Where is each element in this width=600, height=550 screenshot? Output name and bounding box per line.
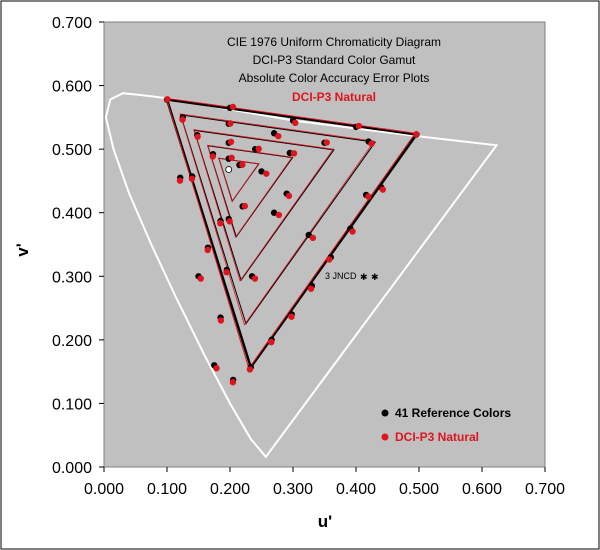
measured-point: [307, 285, 315, 292]
measured-point: [268, 338, 275, 346]
reference-gamut-ring: [193, 129, 335, 282]
x-tick-label: 0.600: [462, 481, 502, 498]
measured-gamut-outer: [165, 97, 417, 370]
x-tick-label: 0.000: [84, 481, 124, 498]
measured-point: [323, 139, 330, 146]
measured-point: [275, 132, 282, 140]
y-tick-label: 0.600: [52, 79, 92, 96]
jncd-marker-1-icon: ✱: [360, 272, 368, 282]
measured-gamut-ring: [193, 129, 334, 282]
measured-point: [368, 140, 375, 147]
measured-point: [288, 313, 295, 320]
measured-point: [209, 153, 216, 160]
measured-point: [239, 161, 246, 168]
y-axis-title: v': [13, 243, 32, 257]
measured-point: [251, 275, 259, 282]
chart-title-line-1: CIE 1976 Uniform Chromaticity Diagram: [227, 35, 441, 49]
measured-point: [229, 103, 237, 111]
y-tick-label: 0.100: [52, 396, 92, 413]
reference-point: [258, 168, 265, 175]
white-point: [225, 166, 233, 173]
measured-point: [365, 193, 372, 200]
measured-point: [290, 150, 298, 157]
measured-gamut-ring: [218, 157, 260, 203]
measured-point: [413, 131, 420, 138]
y-tick-label: 0.200: [52, 333, 92, 350]
gamut-lines: [165, 97, 419, 370]
measured-point: [204, 246, 211, 254]
measured-point: [349, 228, 356, 235]
measured-point: [255, 145, 262, 153]
y-tick-label: 0.300: [52, 269, 92, 286]
x-tick-label: 0.200: [210, 481, 250, 498]
legend-marker-reference: [381, 409, 389, 417]
measured-point: [355, 122, 363, 130]
measured-point: [226, 218, 233, 225]
y-tick-label: 0.700: [52, 15, 92, 32]
measured-point: [228, 154, 235, 161]
measured-point: [263, 170, 270, 177]
axis-ticks: 0.000 0.100 0.200 0.300 0.400 0.500 0.600 0.700…: [52, 15, 565, 498]
measured-point: [176, 177, 184, 184]
measured-point: [285, 192, 293, 200]
chart-title-line-2: DCI-P3 Standard Color Gamut: [253, 53, 416, 67]
reference-gamut-outer: [165, 98, 419, 370]
x-tick-label: 0.400: [336, 481, 376, 498]
measured-point: [188, 175, 196, 182]
legend-label-reference: 41 Reference Colors: [395, 406, 511, 420]
data-points: [163, 96, 420, 386]
measured-point: [275, 211, 283, 219]
plot-area: [103, 21, 546, 468]
spectral-locus-path: [104, 92, 499, 459]
legend-label-measured: DCI-P3 Natural: [395, 430, 479, 444]
legend-marker-measured: [381, 433, 389, 441]
measured-point: [217, 317, 225, 324]
measured-point: [292, 119, 299, 127]
spectral-locus: [104, 92, 499, 459]
measured-gamut-ring: [206, 144, 293, 239]
measured-point: [379, 186, 387, 193]
x-tick-label: 0.700: [525, 481, 565, 498]
chart-subtitle: DCI-P3 Natural: [292, 90, 376, 104]
measured-point: [164, 96, 171, 103]
measured-point: [227, 120, 234, 127]
measured-point: [326, 256, 333, 263]
measured-point: [217, 220, 224, 227]
measured-point: [179, 116, 186, 123]
measured-point: [241, 202, 249, 210]
reference-point: [270, 209, 278, 216]
y-tick-label: 0.500: [52, 142, 92, 159]
jncd-marker-2-icon: ✱: [371, 272, 379, 282]
jncd-annotation-label: 3 JNCD: [325, 271, 357, 281]
measured-point: [194, 133, 201, 140]
x-tick-label: 0.500: [399, 481, 439, 498]
x-axis-title: u': [318, 512, 332, 531]
measured-point: [197, 275, 204, 282]
measured-point: [229, 378, 237, 386]
y-tick-label: 0.400: [52, 206, 92, 223]
x-tick-label: 0.300: [273, 481, 313, 498]
measured-point: [227, 138, 235, 146]
chart-title-line-3: Absolute Color Accuracy Error Plots: [239, 71, 430, 85]
measured-point: [223, 269, 230, 276]
x-tick-label: 0.100: [147, 481, 187, 498]
y-tick-label: 0.000: [52, 460, 92, 477]
measured-point: [213, 364, 220, 372]
measured-point: [246, 366, 254, 373]
measured-point: [309, 234, 317, 242]
